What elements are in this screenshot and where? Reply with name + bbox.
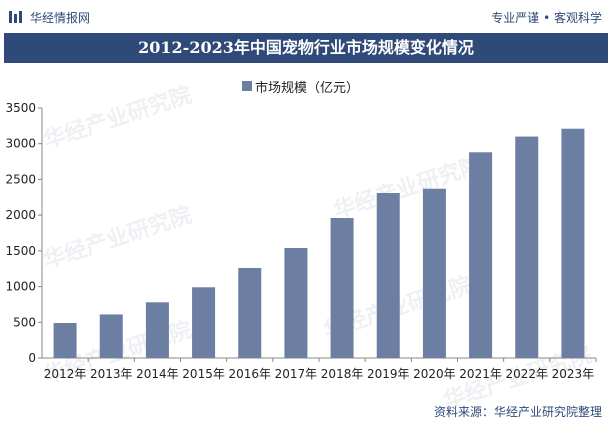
- x-tick-label: 2013年: [90, 367, 133, 381]
- bar: [561, 128, 585, 358]
- y-tick-label: 1500: [5, 244, 36, 258]
- source-note: 资料来源：华经产业研究院整理: [433, 405, 602, 419]
- x-tick-label: 2014年: [136, 367, 179, 381]
- brand-tagline: 专业严谨 • 客观科学: [491, 11, 602, 25]
- y-tick-label: 2000: [5, 208, 36, 222]
- x-tick-label: 2017年: [275, 367, 318, 381]
- top-bar: 华经情报网 专业严谨 • 客观科学: [0, 0, 612, 32]
- y-tick-label: 3500: [5, 101, 36, 115]
- x-tick-label: 2020年: [413, 367, 456, 381]
- x-tick-label: 2018年: [321, 367, 364, 381]
- y-tick-label: 2500: [5, 172, 36, 186]
- x-tick-label: 2016年: [228, 367, 271, 381]
- legend-swatch: [242, 81, 252, 91]
- brand-logo-icon: [9, 11, 22, 23]
- bar: [330, 218, 354, 358]
- bar: [515, 136, 539, 358]
- y-tick-label: 3000: [5, 137, 36, 151]
- brand-name: 华经情报网: [30, 11, 91, 25]
- y-tick-label: 500: [13, 315, 36, 329]
- legend-label: 市场规模（亿元）: [255, 81, 360, 96]
- bar: [53, 323, 77, 358]
- x-tick-label: 2019年: [367, 367, 410, 381]
- x-tick-label: 2021年: [459, 367, 502, 381]
- x-tick-label: 2015年: [182, 367, 225, 381]
- bar: [145, 302, 169, 358]
- title-bar: 2012-2023年中国宠物行业市场规模变化情况: [4, 33, 608, 63]
- bar: [99, 314, 123, 358]
- y-tick-label: 1000: [5, 280, 36, 294]
- x-tick-label: 2022年: [505, 367, 548, 381]
- x-tick-label: 2023年: [552, 367, 595, 381]
- y-tick-label: 0: [28, 351, 36, 365]
- bar: [376, 193, 400, 358]
- bar: [284, 248, 308, 358]
- bar: [192, 287, 216, 358]
- x-tick-label: 2012年: [44, 367, 87, 381]
- bar: [238, 268, 262, 358]
- chart-title: 2012-2023年中国宠物行业市场规模变化情况: [138, 38, 474, 57]
- bar: [422, 188, 446, 358]
- bar: [469, 152, 493, 358]
